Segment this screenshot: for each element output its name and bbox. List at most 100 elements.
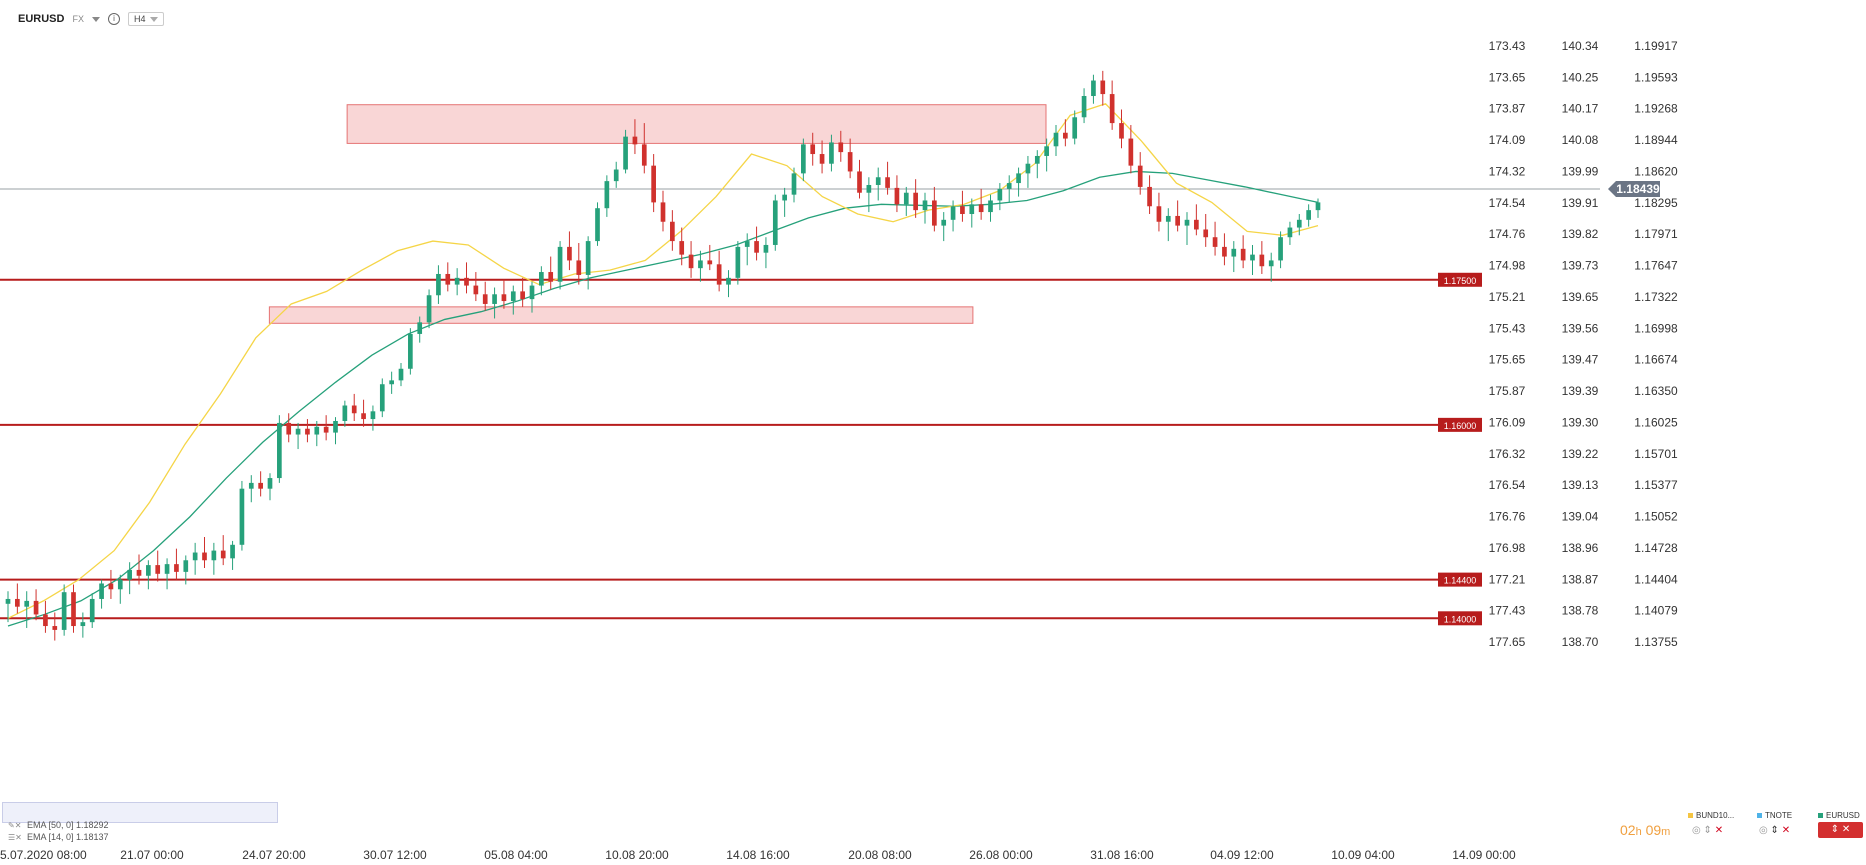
candle-body: [136, 569, 142, 576]
eye-icon[interactable]: ◎: [1759, 825, 1768, 836]
close-icon[interactable]: ✕: [1841, 824, 1851, 835]
candle-body: [1222, 246, 1227, 257]
time-axis-tick: 31.08 16:00: [1090, 848, 1154, 862]
chart-toolbar: EURUSD FX i H4: [18, 12, 165, 26]
tnote-axis-tick: 139.30: [1562, 415, 1599, 429]
eurusd-axis-tick: 1.13755: [1634, 635, 1678, 649]
timeframe-select[interactable]: H4: [127, 12, 165, 26]
candle-body: [174, 564, 179, 572]
candle-body: [5, 598, 11, 604]
settings-icon[interactable]: ✎✕: [8, 820, 22, 830]
candle-body: [155, 565, 161, 574]
candle-body: [1165, 215, 1171, 222]
candle-body: [379, 384, 385, 412]
candlesticks: [5, 70, 1321, 641]
tnote-axis-tick: 140.34: [1562, 39, 1599, 53]
tnote-axis-tick: 139.13: [1562, 478, 1599, 492]
tnote-axis-tick: 139.39: [1562, 384, 1599, 398]
series-legend-tnote[interactable]: TNOTE: [1757, 811, 1792, 820]
chevron-down-icon[interactable]: [91, 16, 100, 22]
sort-icon[interactable]: ⇕: [1703, 825, 1712, 836]
candle-body: [557, 246, 563, 282]
candle-body: [997, 188, 1003, 201]
eye-icon[interactable]: ◎: [1692, 825, 1701, 836]
candle-body: [1306, 210, 1311, 220]
candle-body: [127, 569, 132, 580]
sort-icon[interactable]: ⇕: [1830, 824, 1840, 835]
candle-body: [969, 204, 975, 215]
eurusd-axis-tick: 1.16998: [1634, 321, 1678, 335]
candle-body: [230, 544, 235, 559]
candle-body: [286, 422, 292, 435]
horizontal-levels[interactable]: [0, 278, 1438, 620]
candle-body: [763, 244, 769, 253]
indicator-ema14[interactable]: ☰✕ EMA [14, 0] 1.18137: [8, 832, 109, 842]
current-price-badge: [1608, 180, 1660, 197]
series-legend-bund[interactable]: BUND10...: [1688, 811, 1734, 820]
indicator-ema50[interactable]: ✎✕ EMA [50, 0] 1.18292: [8, 820, 109, 830]
candle-body: [71, 592, 76, 627]
series-controls-tnote[interactable]: ◎ ⇕ ✕: [1759, 825, 1790, 836]
candle-body: [707, 260, 713, 265]
candle-body: [408, 333, 413, 369]
series-controls-eurusd[interactable]: ⇕ ✕: [1818, 822, 1863, 838]
bund-axis-tick: 177.21: [1489, 572, 1526, 586]
tnote-axis-tick: 140.17: [1562, 102, 1599, 116]
candle-body: [903, 192, 909, 205]
candle-body: [651, 165, 656, 203]
indicator-label: EMA [50, 0] 1.18292: [27, 820, 109, 830]
candle-body: [529, 285, 535, 300]
candle-body: [1315, 202, 1321, 211]
sort-icon[interactable]: ⇕: [1770, 825, 1779, 836]
close-icon[interactable]: ✕: [1714, 825, 1724, 836]
candle-body: [464, 277, 469, 286]
tnote-axis-tick: 139.99: [1562, 164, 1599, 178]
price-axes[interactable]: 173.43 140.34 1.19917 173.65 140.25 1.19593 17…: [1489, 39, 1678, 649]
info-icon[interactable]: i: [107, 13, 120, 25]
candle-body: [1203, 229, 1209, 238]
series-legend-eurusd[interactable]: EURUSD: [1818, 811, 1860, 820]
candle-body: [398, 368, 404, 381]
candle-body: [782, 194, 787, 201]
indicator-legend-box: [2, 802, 278, 823]
candle-body: [960, 206, 965, 215]
candle-body: [117, 579, 123, 590]
candle-body: [15, 598, 20, 607]
candle-body: [277, 422, 282, 479]
timer-minutes: 09: [1645, 822, 1662, 838]
candle-body: [1128, 138, 1134, 166]
candle-body: [389, 380, 394, 385]
candle-body: [576, 260, 582, 275]
candle-body: [679, 241, 685, 255]
tnote-axis-tick: 139.47: [1562, 353, 1599, 367]
settings-icon[interactable]: ☰✕: [8, 832, 22, 842]
candle-body: [146, 565, 151, 576]
candle-body: [267, 478, 273, 489]
close-icon[interactable]: ✕: [1781, 825, 1791, 836]
eurusd-axis-tick: 1.18944: [1634, 133, 1678, 147]
tnote-axis-tick: 138.78: [1562, 604, 1599, 618]
candle-body: [857, 171, 862, 193]
bund-axis-tick: 175.65: [1489, 353, 1526, 367]
time-axis-tick: 21.07 00:00: [120, 848, 184, 862]
level-label-bg: [1438, 272, 1482, 287]
eurusd-axis-tick: 1.14728: [1634, 541, 1678, 555]
candle-body: [866, 184, 872, 193]
candle-body: [810, 144, 816, 155]
eurusd-axis-tick: 1.14404: [1634, 572, 1678, 586]
time-axis-tick: 26.08 00:00: [969, 848, 1033, 862]
candle-body: [941, 219, 947, 226]
candle-body: [1006, 183, 1012, 189]
timer-hours-unit: h: [1635, 826, 1642, 838]
candle-body: [791, 173, 797, 195]
candle-body: [1287, 227, 1293, 238]
candle-body: [1268, 260, 1274, 267]
candle-body: [885, 177, 890, 188]
series-controls-bund[interactable]: ◎ ⇕ ✕: [1692, 825, 1723, 836]
candle-body: [1091, 80, 1096, 97]
candle-body: [314, 426, 320, 435]
candle-body: [164, 564, 170, 574]
symbol-name[interactable]: EURUSD: [18, 13, 65, 25]
time-axis[interactable]: 15.07.2020 08:00 21.07 00:00 24.07 20:00 30…: [0, 848, 1516, 862]
